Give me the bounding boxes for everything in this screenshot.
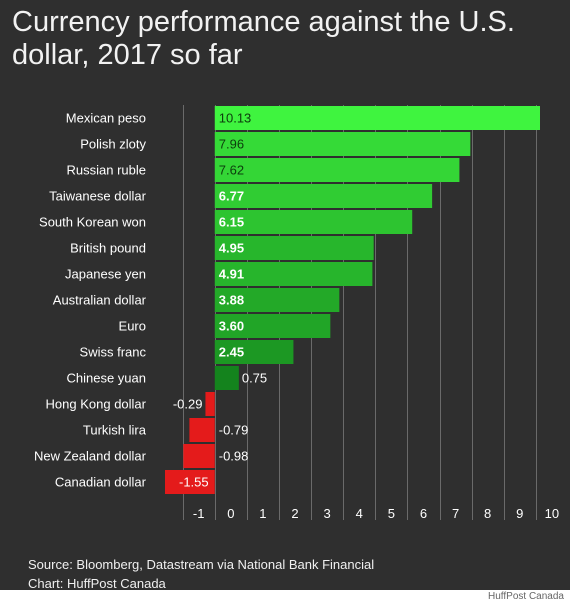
- value-label-euro: 3.60: [219, 319, 244, 334]
- x-tick-2: 2: [291, 506, 298, 521]
- category-label-hong-kong-dollar: Hong Kong dollar: [46, 397, 147, 412]
- value-label-new-zealand-dollar: -0.98: [219, 449, 249, 464]
- x-tick-0: 0: [227, 506, 234, 521]
- source-note: Source: Bloomberg, Datastream via Nation…: [28, 555, 374, 593]
- bar-hong-kong-dollar: [205, 392, 215, 416]
- x-tick-3: 3: [324, 506, 331, 521]
- chart-title: Currency performance against the U.S. do…: [12, 6, 515, 71]
- watermark: HuffPost Canada: [488, 591, 564, 602]
- value-label-australian-dollar: 3.88: [219, 293, 244, 308]
- bar-australian-dollar: [214, 288, 340, 312]
- category-label-taiwanese-dollar: Taiwanese dollar: [49, 189, 147, 204]
- bar-canadian-dollar: [165, 470, 215, 494]
- category-labels: Mexican peso Polish zloty Russian ruble Tai…: [34, 111, 147, 490]
- bar-polish-zloty: [214, 132, 471, 156]
- source-line: Source: Bloomberg, Datastream via Nation…: [28, 557, 375, 572]
- category-label-russian-ruble: Russian ruble: [67, 163, 147, 178]
- value-label-japanese-yen: 4.91: [219, 267, 244, 282]
- value-label-british-pound: 4.95: [219, 241, 244, 256]
- value-label-taiwanese-dollar: 6.77: [219, 189, 244, 204]
- x-tick-8: 8: [484, 506, 491, 521]
- bar-swiss-franc: [214, 340, 294, 364]
- category-label-australian-dollar: Australian dollar: [53, 293, 147, 308]
- category-label-turkish-lira: Turkish lira: [83, 423, 147, 438]
- value-label-south-korean-won: 6.15: [219, 215, 244, 230]
- category-label-new-zealand-dollar: New Zealand dollar: [34, 449, 147, 464]
- bar-taiwanese-dollar: [214, 184, 433, 208]
- value-label-hong-kong-dollar: -0.29: [173, 397, 203, 412]
- category-label-swiss-franc: Swiss franc: [80, 345, 147, 360]
- bar-chinese-yuan: [214, 366, 239, 390]
- x-tick-10: 10: [545, 506, 559, 521]
- category-label-canadian-dollar: Canadian dollar: [55, 475, 147, 490]
- bar-chart: Mexican peso Polish zloty Russian ruble Tai…: [34, 105, 559, 521]
- category-label-japanese-yen: Japanese yen: [65, 267, 146, 282]
- bar-south-korean-won: [214, 210, 413, 234]
- bar-russian-ruble: [214, 158, 460, 182]
- bar-euro: [214, 314, 331, 338]
- x-tick-9: 9: [516, 506, 523, 521]
- value-label-turkish-lira: -0.79: [219, 423, 249, 438]
- bar-mexican-peso: [214, 106, 540, 130]
- credit-line: Chart: HuffPost Canada: [28, 576, 166, 591]
- value-label-chinese-yuan: 0.75: [242, 371, 267, 386]
- bar-new-zealand-dollar: [183, 444, 215, 468]
- x-axis-ticks: -1 0 1 2 3 4 5 6 7 8 9 10: [193, 506, 559, 521]
- value-label-russian-ruble: 7.62: [219, 163, 244, 178]
- bar-british-pound: [214, 236, 374, 260]
- x-tick-5: 5: [388, 506, 395, 521]
- category-label-euro: Euro: [119, 319, 146, 334]
- value-label-swiss-franc: 2.45: [219, 345, 244, 360]
- category-label-british-pound: British pound: [70, 241, 146, 256]
- category-label-south-korean-won: South Korean won: [39, 215, 146, 230]
- x-tick-6: 6: [420, 506, 427, 521]
- value-label-canadian-dollar: -1.55: [179, 475, 209, 490]
- x-tick-7: 7: [452, 506, 459, 521]
- x-tick--1: -1: [193, 506, 205, 521]
- value-label-polish-zloty: 7.96: [219, 137, 244, 152]
- category-label-chinese-yuan: Chinese yuan: [67, 371, 147, 386]
- bar-japanese-yen: [214, 262, 373, 286]
- category-label-mexican-peso: Mexican peso: [66, 111, 146, 126]
- x-tick-1: 1: [259, 506, 266, 521]
- x-tick-4: 4: [356, 506, 363, 521]
- category-label-polish-zloty: Polish zloty: [80, 137, 146, 152]
- bars: [165, 106, 540, 494]
- value-label-mexican-peso: 10.13: [219, 111, 252, 126]
- bar-turkish-lira: [189, 418, 215, 442]
- value-labels: 10.13 7.96 7.62 6.77 6.15 4.95 4.91 3.88 3.60 2.4…: [173, 111, 267, 490]
